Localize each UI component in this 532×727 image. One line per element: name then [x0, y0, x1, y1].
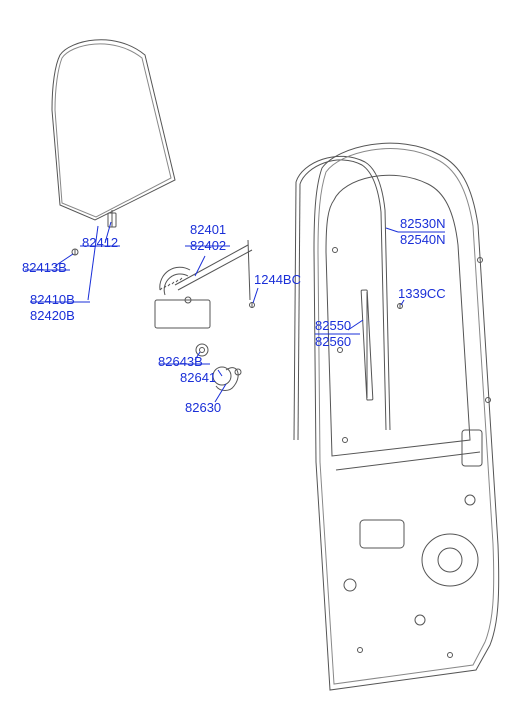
label-1244BC[interactable]: 1244BC: [254, 272, 301, 289]
label-82560[interactable]: 82560: [315, 334, 351, 351]
label-82420B[interactable]: 82420B: [30, 308, 75, 325]
label-82402[interactable]: 82402: [190, 238, 226, 255]
parts-diagram: [0, 0, 532, 727]
label-82410B[interactable]: 82410B: [30, 292, 75, 309]
label-82641[interactable]: 82641: [180, 370, 216, 387]
label-82540N[interactable]: 82540N: [400, 232, 446, 249]
label-82550[interactable]: 82550: [315, 318, 351, 335]
label-1339CC[interactable]: 1339CC: [398, 286, 446, 303]
label-82643B[interactable]: 82643B: [158, 354, 203, 371]
label-82412[interactable]: 82412: [82, 235, 118, 252]
label-82530N[interactable]: 82530N: [400, 216, 446, 233]
label-82401[interactable]: 82401: [190, 222, 226, 239]
label-82413B[interactable]: 82413B: [22, 260, 67, 277]
label-82630[interactable]: 82630: [185, 400, 221, 417]
